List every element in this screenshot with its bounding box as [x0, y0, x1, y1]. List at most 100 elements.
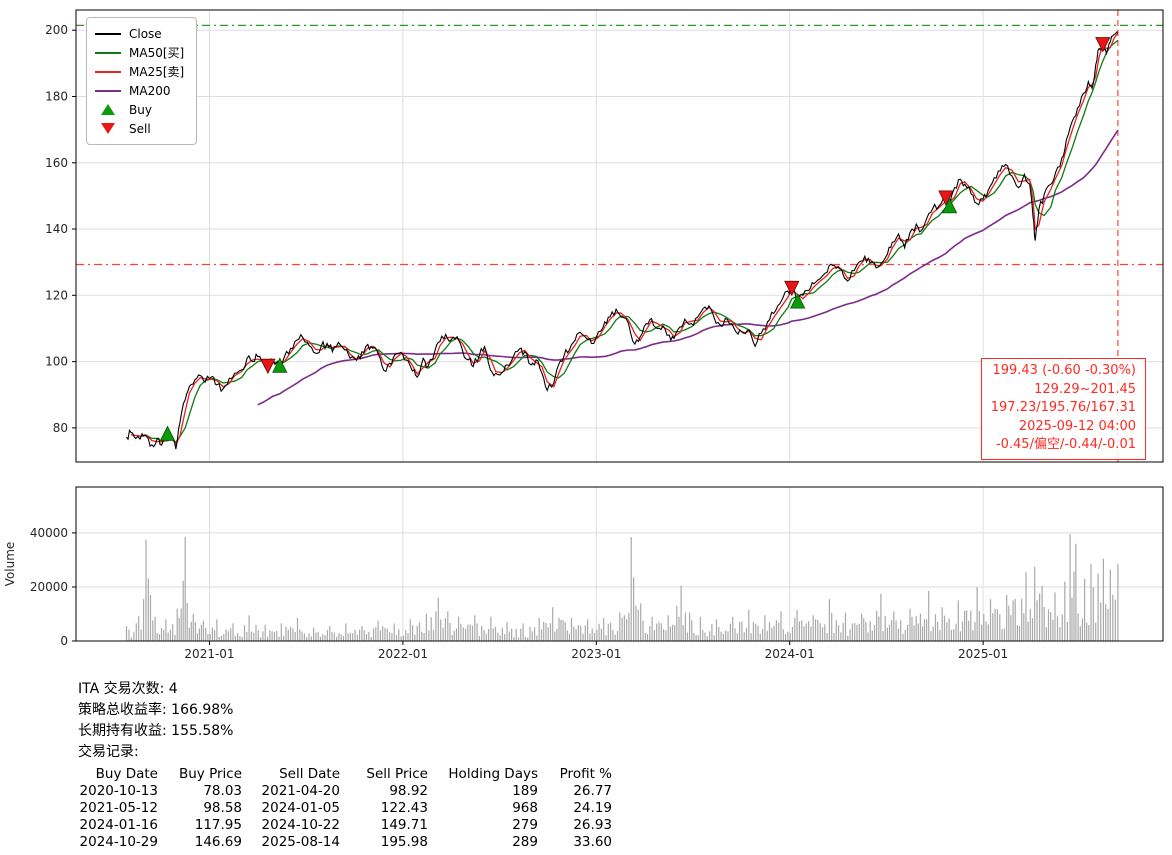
- trade-cell: 289: [512, 834, 538, 850]
- svg-text:100: 100: [45, 355, 68, 369]
- price-chart-svg: 80 100 120 140 160 180 200: [45, 9, 1164, 463]
- volume-gridlines: [76, 487, 1163, 641]
- table-header-cell: Buy Date: [95, 766, 158, 782]
- trades-table-header: Buy Date Buy Price Sell Date Sell Price Hold…: [78, 766, 612, 783]
- buy-marker: [159, 425, 176, 441]
- svg-text:2024-01: 2024-01: [765, 647, 815, 661]
- legend-line-swatch: [95, 32, 121, 35]
- legend-label: MA50[买]: [129, 46, 185, 60]
- quote-annotation: 199.43 (-0.60 -0.30%) 129.29~201.45 197.23…: [980, 358, 1146, 460]
- legend-label: MA25[卖]: [129, 65, 185, 79]
- legend-item: MA25[卖]: [95, 62, 184, 81]
- trade-cell: 279: [512, 817, 538, 833]
- trade-cell: 146.69: [194, 834, 242, 850]
- svg-text:2025-01: 2025-01: [958, 647, 1008, 661]
- trade-cell: 2021-05-12: [79, 800, 158, 816]
- sell-marker-icon: [101, 123, 115, 134]
- svg-text:160: 160: [45, 156, 68, 170]
- legend-label: Buy: [129, 102, 152, 117]
- table-header-cell: Profit %: [559, 766, 612, 782]
- buy-marker: [272, 357, 288, 373]
- stat-trade-count: ITA 交易次数: 4: [78, 681, 178, 697]
- stat-buyhold-return: 长期持有收益: 155.58%: [78, 723, 234, 739]
- trade-cell: 98.58: [203, 800, 242, 816]
- trade-cell: 189: [512, 783, 538, 799]
- volume-chart-svg: 0 20000 40000 2021-01 2022-01 2023-01 2024-01 2…: [3, 486, 1164, 661]
- annotation-line: 197.23/195.76/167.31: [990, 400, 1136, 416]
- sell-marker: [260, 358, 276, 375]
- table-header-cell: Sell Date: [279, 766, 340, 782]
- svg-text:40000: 40000: [30, 526, 68, 540]
- svg-text:2021-01: 2021-01: [184, 647, 234, 661]
- table-header-cell: Sell Price: [366, 766, 428, 782]
- legend-item: Close: [95, 24, 184, 43]
- legend-item: MA200: [95, 81, 184, 100]
- trades-table: Buy Date Buy Price Sell Date Sell Price Hold…: [78, 766, 612, 851]
- svg-text:200: 200: [45, 23, 68, 37]
- legend-line-swatch: [95, 89, 121, 92]
- svg-text:180: 180: [45, 90, 68, 104]
- trade-row: 2020-10-13 78.03 2021-04-20 98.92 189 26.77: [78, 783, 612, 800]
- svg-text:80: 80: [53, 421, 68, 435]
- svg-text:20000: 20000: [30, 580, 68, 594]
- buy-marker: [941, 198, 958, 214]
- price-chart: 80 100 120 140 160 180 200: [45, 9, 1164, 463]
- ma200-line: [257, 129, 1119, 406]
- ma50-line: [142, 39, 1119, 443]
- table-header-cell: Holding Days: [448, 766, 538, 782]
- sell-marker: [784, 280, 800, 297]
- annotation-line: 129.29~201.45: [1034, 381, 1136, 397]
- trade-cell: 24.19: [573, 800, 612, 816]
- annotation-line: 2025-09-12 04:00: [1018, 418, 1136, 434]
- buy-marker: [790, 293, 806, 309]
- legend: Close MA50[买] MA25[卖] MA200 Buy Sell: [86, 17, 198, 145]
- volume-bars: [125, 534, 1119, 641]
- svg-text:0: 0: [60, 634, 68, 648]
- trade-cell: 2025-08-14: [261, 834, 340, 850]
- svg-text:140: 140: [45, 222, 68, 236]
- trade-cell: 2020-10-13: [79, 783, 158, 799]
- svg-text:2023-01: 2023-01: [571, 647, 621, 661]
- trade-cell: 26.77: [573, 783, 612, 799]
- buy-marker-icon: [101, 104, 115, 115]
- trade-cell: 2024-01-16: [79, 817, 158, 833]
- annotation-line: -0.45/偏空/-0.44/-0.01: [995, 437, 1136, 453]
- trade-cell: 149.71: [380, 817, 428, 833]
- stat-strategy-return: 策略总收益率: 166.98%: [78, 702, 234, 718]
- trade-row: 2024-01-16 117.95 2024-10-22 149.71 279 26.93: [78, 817, 612, 834]
- legend-label: Close: [129, 26, 162, 41]
- stats-block: ITA 交易次数: 4 策略总收益率: 166.98% 长期持有收益: 155.…: [78, 682, 612, 851]
- table-header-cell: Buy Price: [178, 766, 242, 782]
- legend-item: Sell: [95, 119, 184, 138]
- trade-row: 2021-05-12 98.58 2024-01-05 122.43 968 24.19: [78, 800, 612, 817]
- svg-text:2022-01: 2022-01: [378, 647, 428, 661]
- ma25-line: [130, 32, 1119, 446]
- trade-cell: 195.98: [380, 834, 428, 850]
- trades-table-body: 2020-10-13 78.03 2021-04-20 98.92 189 26.77 20…: [78, 783, 612, 851]
- trade-cell: 968: [512, 800, 538, 816]
- volume-axis-label: Volume: [3, 542, 17, 587]
- legend-label: Sell: [129, 121, 151, 136]
- volume-chart: 0 20000 40000 2021-01 2022-01 2023-01 2024-01 2…: [0, 470, 1172, 670]
- trade-cell: 33.60: [573, 834, 612, 850]
- trade-cell: 2024-10-22: [261, 817, 340, 833]
- trade-cell: 2021-04-20: [261, 783, 340, 799]
- sell-marker: [938, 190, 954, 206]
- trade-cell: 117.95: [194, 817, 242, 833]
- stat-records-label: 交易记录:: [78, 744, 139, 760]
- trade-cell: 78.03: [203, 783, 242, 799]
- trade-cell: 122.43: [380, 800, 428, 816]
- trade-cell: 2024-10-29: [79, 834, 158, 850]
- trade-markers: [159, 37, 1111, 441]
- close-line: [126, 31, 1118, 450]
- trade-row: 2024-10-29 146.69 2025-08-14 195.98 289 33.60: [78, 834, 612, 851]
- trade-cell: 98.92: [389, 783, 428, 799]
- trade-cell: 26.93: [573, 817, 612, 833]
- trade-cell: 2024-01-05: [261, 800, 340, 816]
- svg-text:120: 120: [45, 288, 68, 302]
- legend-label: MA200: [129, 83, 171, 98]
- annotation-line: 199.43 (-0.60 -0.30%): [992, 363, 1136, 378]
- sell-marker: [1095, 37, 1111, 53]
- legend-item: Buy: [95, 100, 184, 119]
